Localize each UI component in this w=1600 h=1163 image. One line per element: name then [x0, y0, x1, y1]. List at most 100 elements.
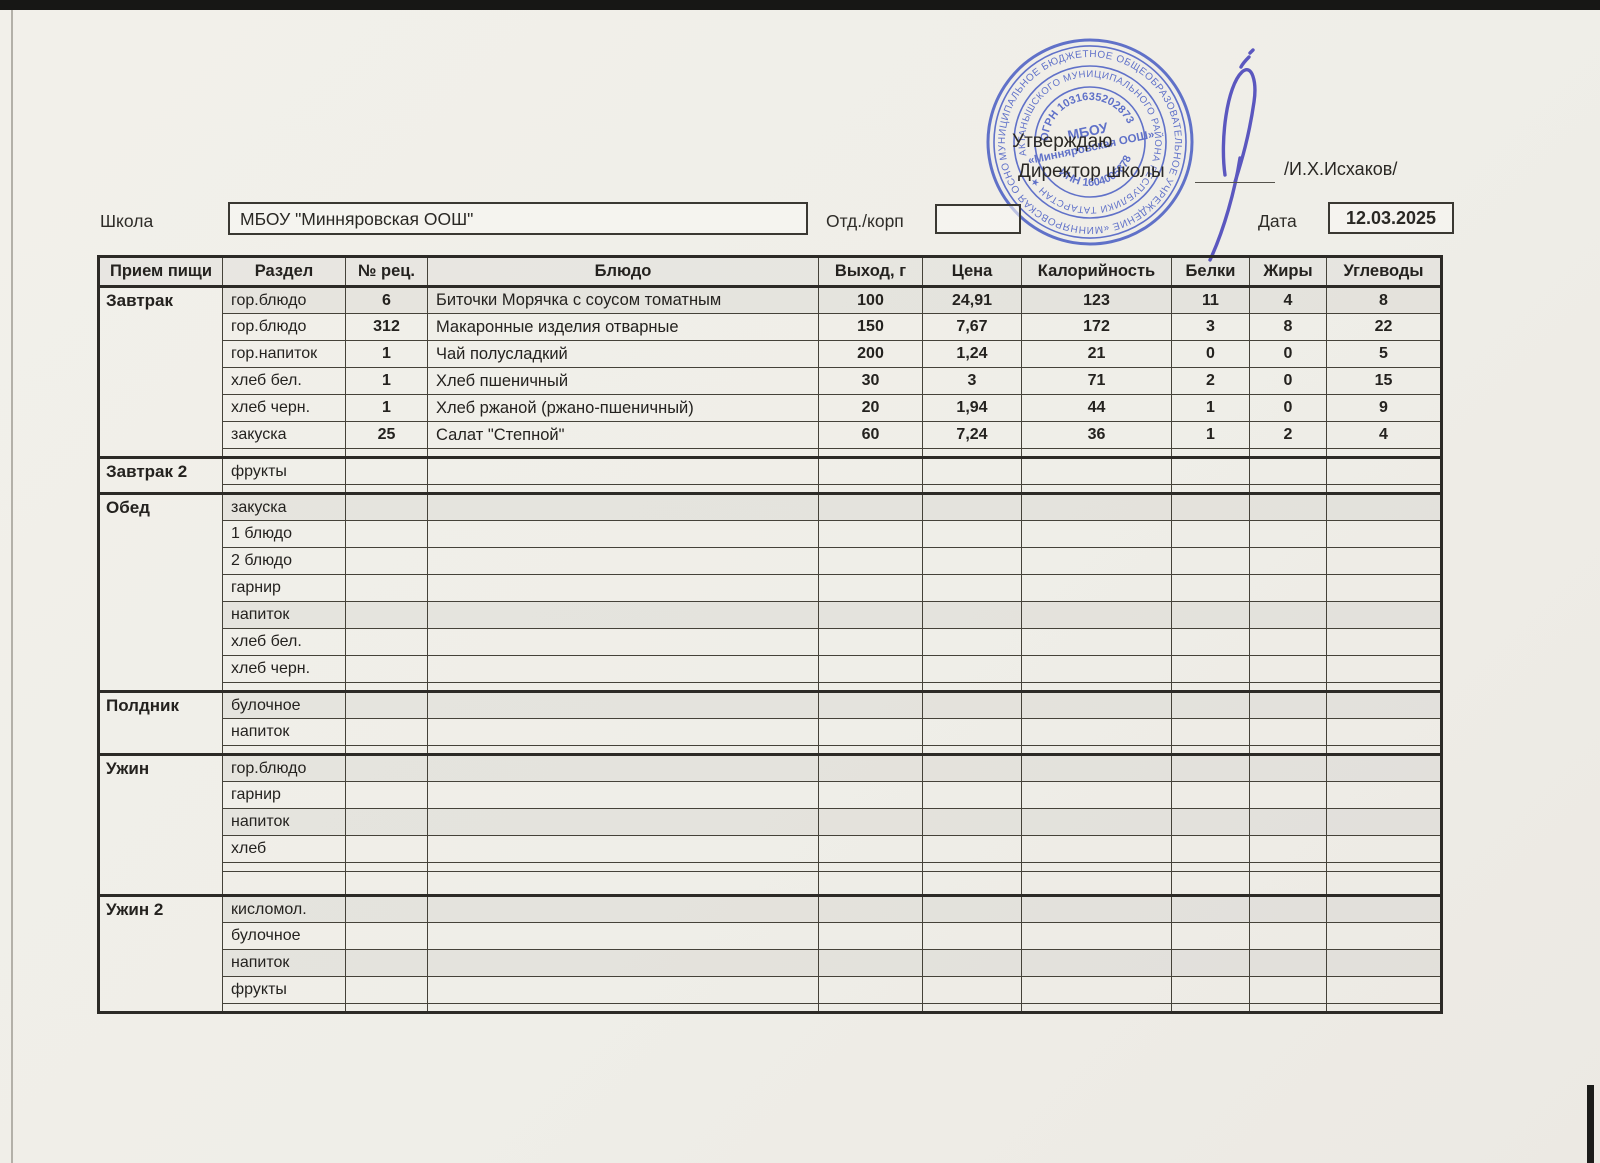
- meal-name: Полдник: [98, 691, 223, 755]
- carb-cell: [1326, 457, 1442, 485]
- protein-cell: 11: [1171, 286, 1250, 314]
- fat-cell: 8: [1249, 313, 1327, 341]
- col-header-recipe: № рец.: [345, 256, 428, 288]
- recipe-number-cell: 1: [345, 394, 428, 422]
- section-uzhin-2: Ужин 2 кисломол. булочное напиток фрукты: [98, 895, 1442, 1013]
- meal-name: Ужин: [98, 754, 223, 896]
- table-row: фрукты: [99, 976, 1442, 1004]
- table-row: гарнир: [99, 781, 1442, 809]
- razdel-cell: напиток: [222, 718, 346, 746]
- approve-text: Утверждаю: [1012, 131, 1113, 152]
- output-cell: 20: [818, 394, 923, 422]
- table-row: напиток: [99, 601, 1442, 629]
- table-row: напиток: [99, 808, 1442, 836]
- dish-cell: Хлеб ржаной (ржано-пшеничный): [427, 394, 819, 422]
- scan-edge-left: [11, 10, 13, 1163]
- col-header-razdel: Раздел: [222, 256, 346, 288]
- protein-cell: 2: [1171, 367, 1250, 395]
- price-cell: [922, 493, 1022, 521]
- output-cell: 150: [818, 313, 923, 341]
- table-row: хлеб черн. 1 Хлеб ржаной (ржано-пшеничны…: [99, 394, 1442, 422]
- recipe-number-cell: 6: [345, 286, 428, 314]
- razdel-cell: 1 блюдо: [222, 520, 346, 548]
- section-poldnik: Полдник булочное напиток: [98, 691, 1442, 755]
- table-row: гарнир: [99, 574, 1442, 602]
- razdel-cell: закуска: [222, 421, 346, 449]
- spacer-row: [99, 682, 1442, 692]
- price-cell: 7,67: [922, 313, 1022, 341]
- table-row: напиток: [99, 949, 1442, 977]
- carb-cell: 8: [1326, 286, 1442, 314]
- col-header-fat: Жиры: [1249, 256, 1327, 288]
- dept-box: [935, 204, 1021, 234]
- table-row: хлеб бел. 1 Хлеб пшеничный 30 3 71 2 0 1…: [99, 367, 1442, 395]
- spacer-row: [99, 862, 1442, 872]
- meal-name: Ужин 2: [98, 895, 223, 1013]
- fat-cell: 0: [1249, 340, 1327, 368]
- razdel-cell: гор.блюдо: [222, 754, 346, 782]
- razdel-cell: хлеб бел.: [222, 628, 346, 656]
- price-cell: 7,24: [922, 421, 1022, 449]
- dish-cell: [427, 457, 819, 485]
- razdel-cell: закуска: [222, 493, 346, 521]
- fat-cell: 2: [1249, 421, 1327, 449]
- carb-cell: 9: [1326, 394, 1442, 422]
- section-obed: Обед закуска 1 блюдо 2 блюдо гарнир: [98, 493, 1442, 692]
- razdel-cell: гарнир: [222, 574, 346, 602]
- recipe-number-cell: [345, 457, 428, 485]
- price-cell: [922, 457, 1022, 485]
- protein-cell: 1: [1171, 394, 1250, 422]
- carb-cell: [1326, 493, 1442, 521]
- section-uzhin: Ужин гор.блюдо гарнир напиток хлеб: [98, 754, 1442, 896]
- table-row: Обед закуска: [98, 493, 1442, 692]
- date-label: Дата: [1258, 211, 1297, 231]
- razdel-cell: булочное: [222, 691, 346, 719]
- col-header-carbs: Углеводы: [1326, 256, 1442, 288]
- razdel-cell: хлеб черн.: [222, 655, 346, 683]
- scan-edge-right: [1587, 1085, 1594, 1163]
- recipe-number-cell: 312: [345, 313, 428, 341]
- kcal-cell: 71: [1021, 367, 1172, 395]
- razdel-cell: хлеб: [222, 835, 346, 863]
- section-zavtrak-2: Завтрак 2 фрукты: [98, 457, 1442, 494]
- col-header-output: Выход, г: [818, 256, 923, 288]
- section-zavtrak: Завтрак гор.блюдо 6 Биточки Морячка с со…: [98, 286, 1442, 458]
- empty-row: [99, 871, 1442, 896]
- output-cell: [818, 493, 923, 521]
- kcal-cell: 36: [1021, 421, 1172, 449]
- price-cell: 3: [922, 367, 1022, 395]
- protein-cell: 3: [1171, 313, 1250, 341]
- protein-cell: [1171, 457, 1250, 485]
- header-row: Прием пищи Раздел № рец. Блюдо Выход, г …: [98, 256, 1442, 288]
- kcal-cell: 21: [1021, 340, 1172, 368]
- table-row: 2 блюдо: [99, 547, 1442, 575]
- table-row: Полдник булочное: [98, 691, 1442, 755]
- price-cell: 1,94: [922, 394, 1022, 422]
- table-row: закуска 25 Салат "Степной" 60 7,24 36 1 …: [99, 421, 1442, 449]
- fat-cell: [1249, 457, 1327, 485]
- fat-cell: 4: [1249, 286, 1327, 314]
- output-cell: 100: [818, 286, 923, 314]
- carb-cell: 22: [1326, 313, 1442, 341]
- protein-cell: 1: [1171, 421, 1250, 449]
- meal-name: Завтрак: [98, 286, 223, 458]
- date-box: 12.03.2025: [1328, 202, 1454, 234]
- output-cell: 200: [818, 340, 923, 368]
- signature-underline: [1195, 182, 1275, 183]
- table-row: булочное: [99, 922, 1442, 950]
- table-row: Ужин гор.блюдо: [98, 754, 1442, 896]
- spacer-row: [99, 484, 1442, 494]
- razdel-cell: хлеб черн.: [222, 394, 346, 422]
- col-header-dish: Блюдо: [427, 256, 819, 288]
- table-row: Ужин 2 кисломол.: [98, 895, 1442, 1013]
- dish-cell: Макаронные изделия отварные: [427, 313, 819, 341]
- director-label: Директор школы: [1018, 161, 1165, 182]
- razdel-cell: фрукты: [222, 457, 346, 485]
- fat-cell: 0: [1249, 367, 1327, 395]
- price-cell: 1,24: [922, 340, 1022, 368]
- kcal-cell: 44: [1021, 394, 1172, 422]
- protein-cell: [1171, 493, 1250, 521]
- col-header-kcal: Калорийность: [1021, 256, 1172, 288]
- fat-cell: [1249, 493, 1327, 521]
